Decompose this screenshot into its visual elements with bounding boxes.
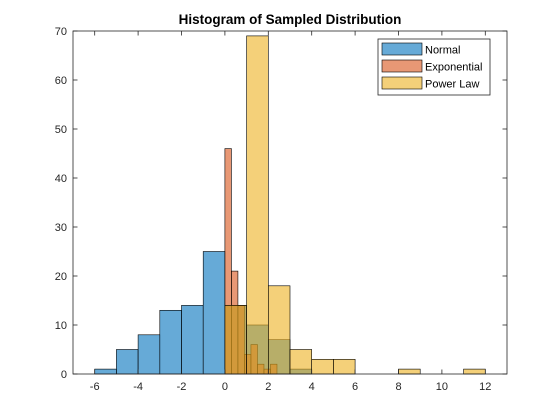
- x-tick-label-9: 12: [479, 381, 491, 393]
- legend-label-normal: Normal: [425, 45, 460, 57]
- bar-normal-2: [137, 334, 161, 375]
- y-tick-label-1: 10: [55, 320, 67, 332]
- legend-label-exponential: Exponential: [425, 62, 483, 74]
- x-tick-label-8: 10: [436, 381, 448, 393]
- bar-normal-5: [202, 251, 226, 375]
- legend-label-power-law: Power Law: [425, 79, 479, 91]
- x-tick-label-0: -6: [90, 381, 100, 393]
- y-tick-label-0: 0: [61, 369, 67, 381]
- series-power-law: [224, 35, 486, 375]
- bar-power-law-4: [311, 358, 334, 375]
- x-tick-label-4: 2: [265, 381, 271, 393]
- y-tick-label-4: 40: [55, 173, 67, 185]
- legend-swatch-normal: [381, 42, 423, 56]
- bar-normal-0: [94, 368, 117, 375]
- x-tick-label-6: 6: [352, 381, 358, 393]
- x-tick-label-7: 8: [395, 381, 401, 393]
- bar-normal-4: [181, 305, 204, 375]
- x-tick-label-2: -2: [177, 381, 187, 393]
- axes-layer: -6 -4 -2 0 2 4 6 8 10 12 0 10 20 30 40 50 60 70: [55, 26, 508, 393]
- x-tick-label-1: -4: [133, 381, 143, 393]
- bar-normal-1: [116, 349, 139, 375]
- bar-normal-3: [159, 309, 182, 375]
- legend-swatch-power-law: [381, 76, 423, 90]
- x-tick-label-3: 0: [222, 381, 228, 393]
- bar-power-law-1: [246, 35, 269, 375]
- legend: Normal Exponential Power Law: [377, 38, 491, 96]
- bar-power-law-11: [463, 368, 486, 375]
- bar-power-law-3: [289, 349, 313, 375]
- y-tick-label-6: 60: [55, 75, 67, 87]
- y-tick-label-7: 70: [55, 26, 67, 38]
- bar-power-law-8: [398, 368, 421, 375]
- y-tick-label-5: 50: [55, 124, 67, 136]
- x-tick-label-5: 4: [309, 381, 315, 393]
- bar-power-law-0: [224, 305, 247, 375]
- y-tick-label-2: 20: [55, 271, 67, 283]
- bar-power-law-2: [267, 285, 291, 375]
- axes-box: [72, 30, 508, 375]
- chart-title: Histogram of Sampled Distribution: [179, 12, 402, 27]
- bar-power-law-5: [333, 358, 356, 375]
- bars-layer: [94, 35, 486, 375]
- y-tick-label-3: 30: [55, 222, 67, 234]
- legend-swatch-exponential: [381, 59, 423, 73]
